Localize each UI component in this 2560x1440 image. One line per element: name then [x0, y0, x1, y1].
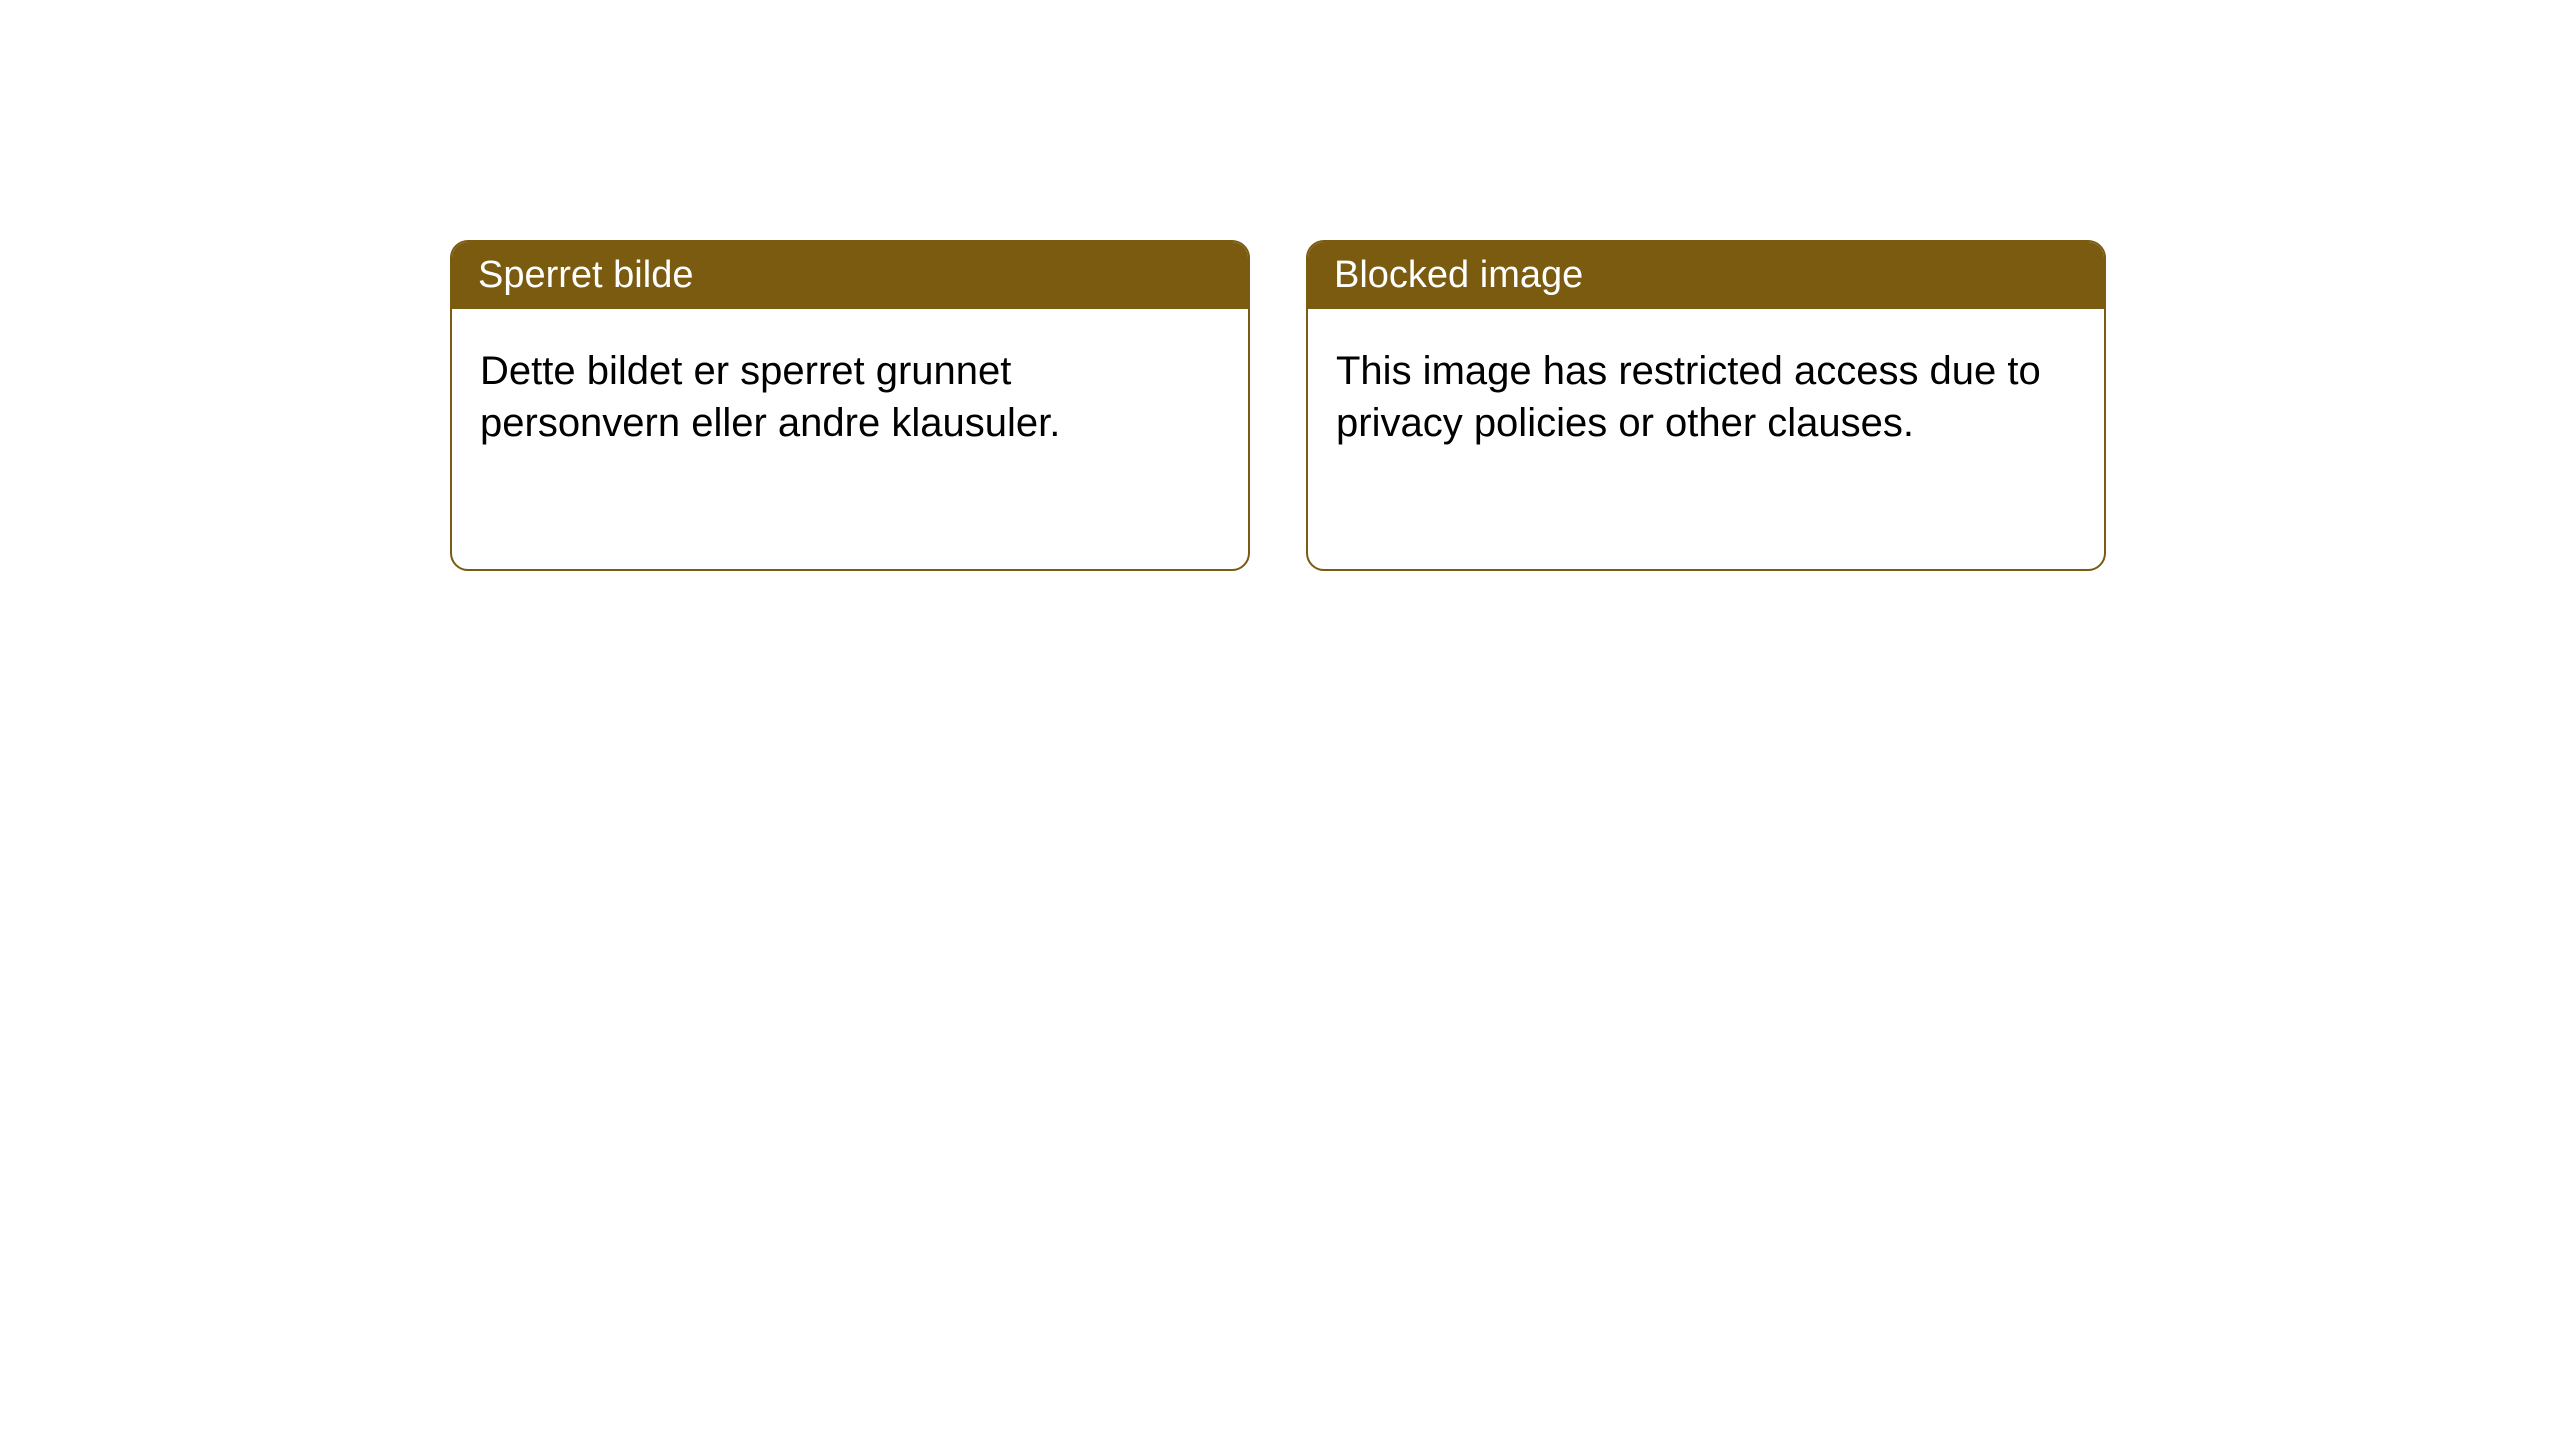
notice-container: Sperret bilde Dette bildet er sperret gr…: [0, 0, 2560, 571]
notice-header: Sperret bilde: [452, 242, 1248, 309]
notice-header: Blocked image: [1308, 242, 2104, 309]
notice-card-norwegian: Sperret bilde Dette bildet er sperret gr…: [450, 240, 1250, 571]
notice-body: Dette bildet er sperret grunnet personve…: [452, 309, 1248, 569]
notice-card-english: Blocked image This image has restricted …: [1306, 240, 2106, 571]
notice-body: This image has restricted access due to …: [1308, 309, 2104, 569]
